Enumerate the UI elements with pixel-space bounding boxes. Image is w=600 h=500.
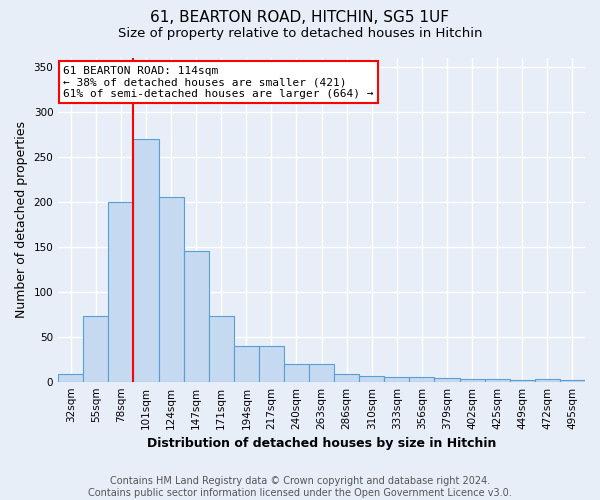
Text: 61 BEARTON ROAD: 114sqm
← 38% of detached houses are smaller (421)
61% of semi-d: 61 BEARTON ROAD: 114sqm ← 38% of detache… xyxy=(64,66,374,99)
Bar xyxy=(158,197,184,382)
Bar xyxy=(434,378,460,382)
Bar xyxy=(133,138,158,382)
Bar xyxy=(184,251,209,382)
Bar xyxy=(234,346,259,382)
Bar xyxy=(334,374,359,382)
Bar xyxy=(209,316,234,382)
Y-axis label: Number of detached properties: Number of detached properties xyxy=(15,121,28,318)
Bar xyxy=(460,379,485,382)
Bar xyxy=(309,364,334,382)
Bar xyxy=(485,379,510,382)
Text: Size of property relative to detached houses in Hitchin: Size of property relative to detached ho… xyxy=(118,28,482,40)
Bar xyxy=(385,377,409,382)
Bar xyxy=(409,377,434,382)
Bar xyxy=(259,346,284,382)
Bar xyxy=(83,316,109,382)
Bar xyxy=(109,202,133,382)
Bar xyxy=(510,380,535,382)
Bar xyxy=(284,364,309,382)
Bar xyxy=(535,379,560,382)
Bar xyxy=(560,380,585,382)
Text: 61, BEARTON ROAD, HITCHIN, SG5 1UF: 61, BEARTON ROAD, HITCHIN, SG5 1UF xyxy=(151,10,449,25)
Bar xyxy=(359,376,385,382)
Text: Contains HM Land Registry data © Crown copyright and database right 2024.
Contai: Contains HM Land Registry data © Crown c… xyxy=(88,476,512,498)
X-axis label: Distribution of detached houses by size in Hitchin: Distribution of detached houses by size … xyxy=(147,437,496,450)
Bar xyxy=(58,374,83,382)
